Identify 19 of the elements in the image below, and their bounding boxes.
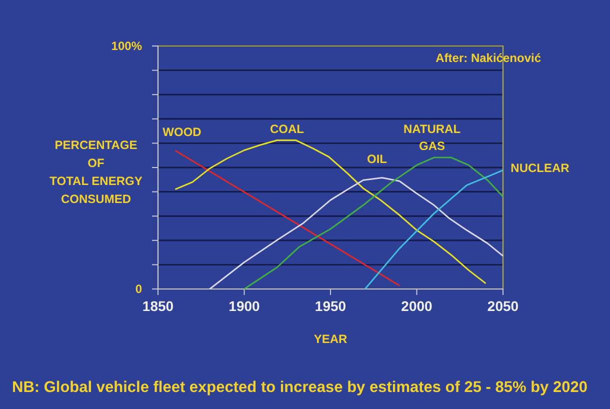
x-tick-label: 2000 xyxy=(401,298,433,314)
y-tick-label: 0 xyxy=(135,282,142,296)
x-tick-label: 1900 xyxy=(228,298,260,314)
series-label: OIL xyxy=(367,152,387,166)
line-series xyxy=(364,169,504,290)
line-series xyxy=(174,140,486,284)
series-label: WOOD xyxy=(162,125,202,139)
text: NB: Global vehicle fleet expected to increase by estimates of 25 - 85% by 2020 xyxy=(12,379,588,396)
y-tick-label: 100% xyxy=(111,38,142,53)
line-series xyxy=(209,176,504,290)
x-tick-label: 1950 xyxy=(314,298,346,314)
series-label: NUCLEAR xyxy=(510,161,570,175)
y-axis-title: PERCENTAGE OF TOTAL ENERGY CONSUMED xyxy=(50,138,142,206)
x-tick-label: 2050 xyxy=(487,298,519,314)
line-series xyxy=(244,156,504,290)
x-axis-title: YEAR xyxy=(314,332,348,346)
series-label: NATURAL GAS xyxy=(403,122,461,153)
series-label: COAL xyxy=(270,122,304,136)
x-tick-label: 1850 xyxy=(142,298,174,314)
